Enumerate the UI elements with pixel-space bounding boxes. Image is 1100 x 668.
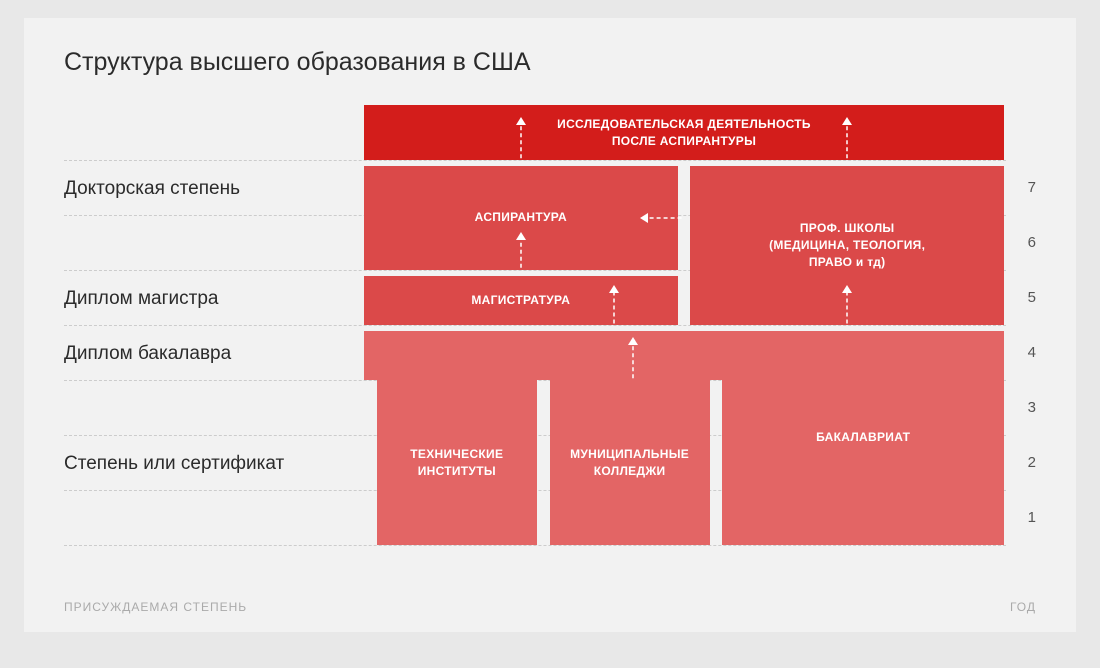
arrow-a5 xyxy=(608,285,620,328)
footer-left-label: ПРИСУЖДАЕМАЯ СТЕПЕНЬ xyxy=(64,600,247,614)
block-bachelor: БАКАЛАВРИАТ xyxy=(722,331,1004,546)
degree-label: Диплом магистра xyxy=(64,288,219,310)
arrow-a1 xyxy=(515,117,527,162)
block-postdoc: ИССЛЕДОВАТЕЛЬСКАЯ ДЕЯТЕЛЬНОСТЬПОСЛЕ АСПИ… xyxy=(364,105,1004,160)
block-bachelor_bar xyxy=(364,331,722,381)
degree-label: Степень или сертификат xyxy=(64,453,284,475)
arrow-a6 xyxy=(841,285,853,328)
arrow-a2 xyxy=(841,117,853,162)
degree-label: Диплом бакалавра xyxy=(64,343,231,365)
block-magistr: МАГИСТРАТУРА xyxy=(364,276,678,326)
arrow-a7 xyxy=(627,337,639,382)
block-college: МУНИЦИПАЛЬНЫЕКОЛЛЕДЖИ xyxy=(550,380,710,545)
degree-label: Докторская степень xyxy=(64,178,240,200)
canvas: Структура высшего образования в США Докт… xyxy=(24,18,1076,632)
year-label: 5 xyxy=(1028,289,1036,306)
year-label: 4 xyxy=(1028,344,1036,361)
page-title: Структура высшего образования в США xyxy=(64,48,1036,77)
blocks-layer: ИССЛЕДОВАТЕЛЬСКАЯ ДЕЯТЕЛЬНОСТЬПОСЛЕ АСПИ… xyxy=(364,105,1004,565)
year-label: 3 xyxy=(1028,399,1036,416)
year-label: 1 xyxy=(1028,509,1036,526)
footer-right-label: ГОД xyxy=(1010,600,1036,614)
year-label: 2 xyxy=(1028,454,1036,471)
year-label: 7 xyxy=(1028,179,1036,196)
block-tech: ТЕХНИЧЕСКИЕИНСТИТУТЫ xyxy=(377,380,537,545)
year-label: 6 xyxy=(1028,234,1036,251)
arrow-a4 xyxy=(515,232,527,272)
diagram: Докторская степень Диплом магистра Диплом … xyxy=(64,105,1036,595)
arrow-a3 xyxy=(640,212,686,224)
